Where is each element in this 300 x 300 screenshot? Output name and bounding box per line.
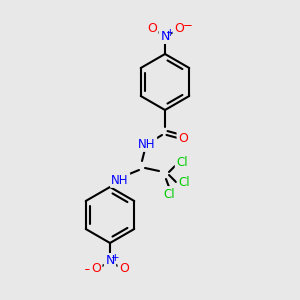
Text: −: − bbox=[183, 20, 193, 32]
Text: O: O bbox=[174, 22, 184, 35]
Text: Cl: Cl bbox=[176, 155, 188, 169]
Text: NH: NH bbox=[138, 137, 156, 151]
Text: N: N bbox=[105, 254, 115, 268]
Text: +: + bbox=[166, 28, 174, 38]
Text: O: O bbox=[91, 262, 101, 275]
Text: Cl: Cl bbox=[163, 188, 175, 200]
Text: N: N bbox=[160, 29, 170, 43]
Text: +: + bbox=[111, 253, 119, 263]
Text: NH: NH bbox=[111, 173, 129, 187]
Text: O: O bbox=[178, 131, 188, 145]
Text: O: O bbox=[119, 262, 129, 275]
Text: −: − bbox=[84, 262, 94, 275]
Text: Cl: Cl bbox=[178, 176, 190, 188]
Text: O: O bbox=[147, 22, 157, 34]
